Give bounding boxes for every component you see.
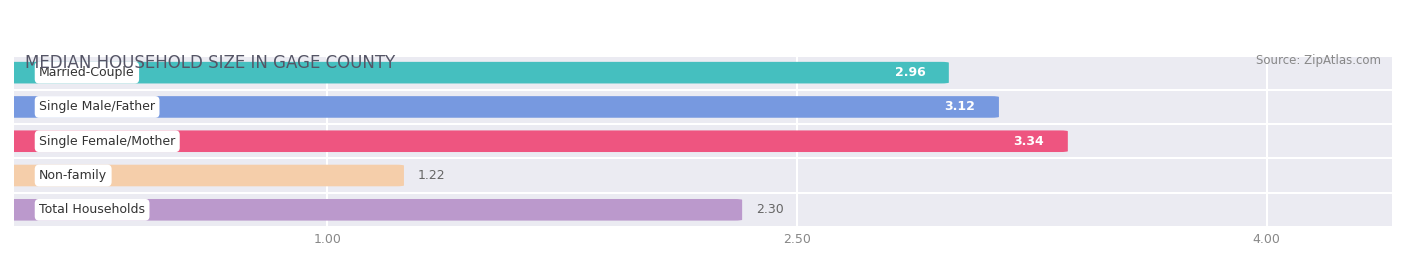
Text: Total Households: Total Households bbox=[39, 203, 145, 216]
FancyBboxPatch shape bbox=[14, 194, 1392, 226]
Text: 2.96: 2.96 bbox=[894, 66, 925, 79]
Text: Source: ZipAtlas.com: Source: ZipAtlas.com bbox=[1256, 54, 1381, 67]
Text: 3.12: 3.12 bbox=[945, 100, 976, 114]
FancyBboxPatch shape bbox=[6, 165, 404, 186]
FancyBboxPatch shape bbox=[14, 56, 1392, 89]
Text: Single Female/Mother: Single Female/Mother bbox=[39, 135, 176, 148]
FancyBboxPatch shape bbox=[6, 130, 1067, 152]
Text: Single Male/Father: Single Male/Father bbox=[39, 100, 155, 114]
FancyBboxPatch shape bbox=[14, 125, 1392, 157]
Text: Non-family: Non-family bbox=[39, 169, 107, 182]
FancyBboxPatch shape bbox=[14, 160, 1392, 192]
FancyBboxPatch shape bbox=[6, 199, 742, 221]
Text: 2.30: 2.30 bbox=[756, 203, 785, 216]
FancyBboxPatch shape bbox=[14, 91, 1392, 123]
Text: 1.22: 1.22 bbox=[418, 169, 446, 182]
Text: Married-Couple: Married-Couple bbox=[39, 66, 135, 79]
FancyBboxPatch shape bbox=[6, 62, 949, 83]
Text: MEDIAN HOUSEHOLD SIZE IN GAGE COUNTY: MEDIAN HOUSEHOLD SIZE IN GAGE COUNTY bbox=[25, 54, 395, 72]
FancyBboxPatch shape bbox=[6, 96, 998, 118]
Text: 3.34: 3.34 bbox=[1014, 135, 1045, 148]
